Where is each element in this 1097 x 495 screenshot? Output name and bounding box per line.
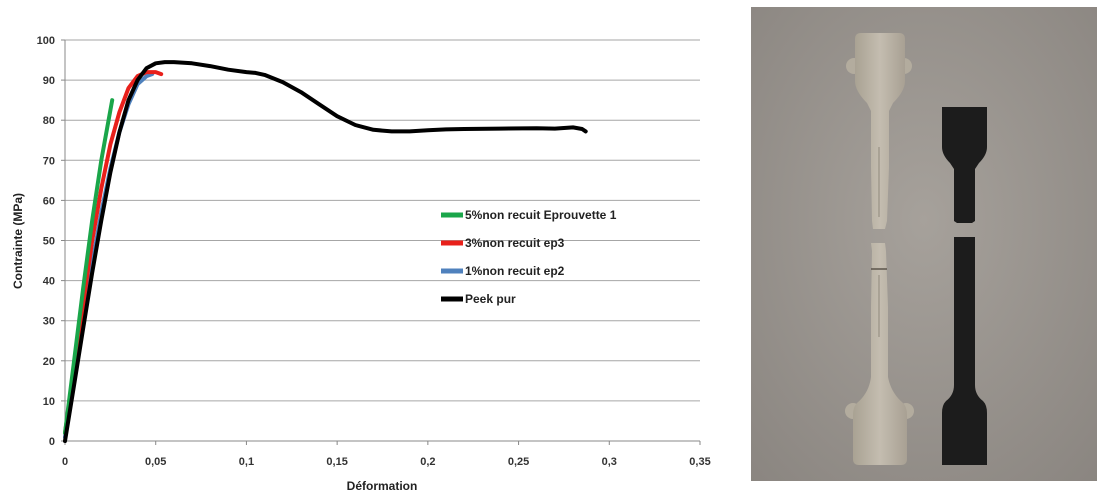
y-tick-label: 90 [43,75,55,87]
stress-strain-chart: 0 0,05 0,1 0,15 0,2 0,25 0,3 0,35 0 10 20 30 40 50 60… [11,35,711,493]
x-tick-label: 0,05 [145,456,166,468]
legend-label: 5%non recuit Eprouvette 1 [465,208,617,222]
x-tick-label: 0,2 [420,456,435,468]
y-tick-label: 100 [37,35,55,47]
x-tick-label: 0 [62,456,68,468]
y-tick-label: 30 [43,316,55,328]
x-tick-label: 0,1 [239,456,254,468]
y-tick-label: 80 [43,115,55,127]
y-tick-labels: 0 10 20 30 40 50 60 70 80 90 100 [37,35,55,448]
x-tick-label: 0,3 [602,456,617,468]
x-tick-label: 0,35 [689,456,710,468]
x-tick-label: 0,15 [326,456,347,468]
legend-label: 1%non recuit ep2 [465,264,565,278]
black-specimen-upper [942,107,987,223]
tan-specimen-lower [845,243,914,465]
y-tick-label: 40 [43,276,55,288]
photo-background [751,7,1097,481]
series-lines [63,60,588,443]
y-tick-label: 70 [43,155,55,167]
legend-label: Peek pur [465,292,516,306]
legend-label: 3%non recuit ep3 [465,236,565,250]
y-axis-title: Contrainte (MPa) [11,193,25,289]
series-line-3 [63,60,588,443]
axes [64,40,700,442]
gridlines [61,39,700,442]
y-tick-label: 0 [49,436,55,448]
y-tick-label: 20 [43,356,55,368]
x-axis-title: Déformation [347,479,418,493]
specimen-photo [751,7,1097,481]
tan-specimen-upper [846,33,912,229]
y-tick-label: 60 [43,195,55,207]
series-line-0 [63,98,115,435]
x-tick-labels: 0 0,05 0,1 0,15 0,2 0,25 0,3 0,35 [62,441,711,468]
y-tick-label: 10 [43,396,55,408]
legend: 5%non recuit Eprouvette 1 3%non recuit ep… [441,208,617,306]
series-line-1 [63,70,164,435]
x-tick-label: 0,25 [508,456,529,468]
black-specimen-lower [942,237,987,465]
y-tick-label: 50 [43,236,55,248]
